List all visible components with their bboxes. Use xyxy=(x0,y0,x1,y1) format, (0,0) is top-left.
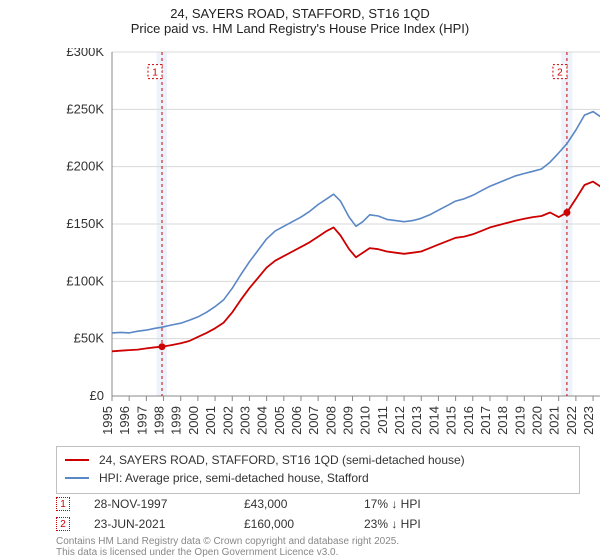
marker-badge: 2 xyxy=(56,517,70,531)
title-address: 24, SAYERS ROAD, STAFFORD, ST16 1QD xyxy=(0,6,600,21)
marker-hpi-delta: 23% ↓ HPI xyxy=(364,517,504,531)
x-tick-label: 2007 xyxy=(306,406,321,435)
plot-area: £0£50K£100K£150K£200K£250K£300K199519961… xyxy=(56,48,580,392)
y-tick-label: £150K xyxy=(66,216,104,231)
legend: 24, SAYERS ROAD, STAFFORD, ST16 1QD (sem… xyxy=(56,446,580,494)
y-tick-label: £300K xyxy=(66,48,104,59)
marker-row: 2 23-JUN-2021£160,00023% ↓ HPI xyxy=(56,514,580,534)
x-tick-label: 2018 xyxy=(495,406,510,435)
marker-date: 23-JUN-2021 xyxy=(94,517,244,531)
legend-label: 24, SAYERS ROAD, STAFFORD, ST16 1QD (sem… xyxy=(99,451,465,469)
chart-title-block: 24, SAYERS ROAD, STAFFORD, ST16 1QD Pric… xyxy=(0,0,600,36)
chart-container: 24, SAYERS ROAD, STAFFORD, ST16 1QD Pric… xyxy=(0,0,600,560)
x-tick-label: 2002 xyxy=(220,406,235,435)
x-tick-label: 2020 xyxy=(530,406,545,435)
x-tick-label: 1997 xyxy=(134,406,149,435)
marker-hpi-delta: 17% ↓ HPI xyxy=(364,497,504,511)
y-tick-label: £200K xyxy=(66,159,104,174)
legend-label: HPI: Average price, semi-detached house,… xyxy=(99,469,369,487)
x-tick-label: 1996 xyxy=(117,406,132,435)
attribution: Contains HM Land Registry data © Crown c… xyxy=(56,536,580,558)
x-tick-label: 1995 xyxy=(100,406,115,435)
x-tick-label: 2014 xyxy=(426,406,441,435)
legend-swatch xyxy=(65,477,89,479)
sale-dot xyxy=(563,209,570,216)
y-tick-label: £250K xyxy=(66,101,104,116)
legend-item: HPI: Average price, semi-detached house,… xyxy=(65,469,571,487)
legend-swatch xyxy=(65,459,89,461)
attribution-line2: This data is licensed under the Open Gov… xyxy=(56,547,580,558)
x-tick-label: 2009 xyxy=(341,406,356,435)
x-tick-label: 2003 xyxy=(237,406,252,435)
series-line xyxy=(112,171,600,351)
x-tick-label: 2008 xyxy=(323,406,338,435)
chart-svg: £0£50K£100K£150K£200K£250K£300K199519961… xyxy=(56,48,600,452)
marker-price: £43,000 xyxy=(244,497,364,511)
marker-date: 28-NOV-1997 xyxy=(94,497,244,511)
x-tick-label: 2000 xyxy=(186,406,201,435)
x-tick-label: 2021 xyxy=(547,406,562,435)
sale-badge-label: 2 xyxy=(557,68,563,79)
marker-table: 1 28-NOV-1997£43,00017% ↓ HPI 2 23-JUN-2021… xyxy=(56,494,580,534)
x-tick-label: 2023 xyxy=(581,406,596,435)
x-tick-label: 2011 xyxy=(375,406,390,434)
x-tick-label: 2012 xyxy=(392,406,407,435)
marker-price: £160,000 xyxy=(244,517,364,531)
x-tick-label: 2022 xyxy=(564,406,579,435)
x-tick-label: 2017 xyxy=(478,406,493,435)
y-tick-label: £50K xyxy=(74,331,105,346)
y-tick-label: £100K xyxy=(66,273,104,288)
x-tick-label: 1998 xyxy=(152,406,167,435)
x-tick-label: 2016 xyxy=(461,406,476,435)
title-subtitle: Price paid vs. HM Land Registry's House … xyxy=(0,21,600,36)
marker-row: 1 28-NOV-1997£43,00017% ↓ HPI xyxy=(56,494,580,514)
x-tick-label: 1999 xyxy=(169,406,184,435)
x-tick-label: 2001 xyxy=(203,406,218,435)
attribution-line1: Contains HM Land Registry data © Crown c… xyxy=(56,536,580,547)
x-tick-label: 2005 xyxy=(272,406,287,435)
x-tick-label: 2010 xyxy=(358,406,373,435)
sale-dot xyxy=(158,343,165,350)
marker-badge: 1 xyxy=(56,497,70,511)
series-line xyxy=(112,100,600,333)
sale-badge-label: 1 xyxy=(152,68,158,79)
x-tick-label: 2013 xyxy=(409,406,424,435)
x-tick-label: 2004 xyxy=(255,406,270,435)
x-tick-label: 2019 xyxy=(512,406,527,435)
x-tick-label: 2015 xyxy=(444,406,459,435)
x-tick-label: 2006 xyxy=(289,406,304,435)
y-tick-label: £0 xyxy=(90,388,104,403)
legend-item: 24, SAYERS ROAD, STAFFORD, ST16 1QD (sem… xyxy=(65,451,571,469)
